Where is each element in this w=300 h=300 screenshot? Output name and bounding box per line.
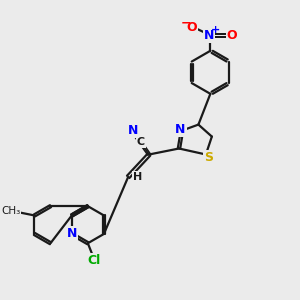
Text: CH₃: CH₃ (2, 206, 21, 216)
Text: +: + (211, 25, 220, 35)
Text: −: − (181, 16, 192, 29)
Text: H: H (133, 172, 142, 182)
Text: N: N (175, 123, 186, 136)
Text: N: N (204, 29, 214, 42)
Text: Cl: Cl (87, 254, 101, 267)
Text: N: N (67, 227, 77, 241)
Text: S: S (204, 151, 213, 164)
Text: C: C (137, 137, 145, 147)
Text: O: O (186, 21, 196, 34)
Text: O: O (227, 29, 238, 42)
Text: N: N (128, 124, 138, 137)
